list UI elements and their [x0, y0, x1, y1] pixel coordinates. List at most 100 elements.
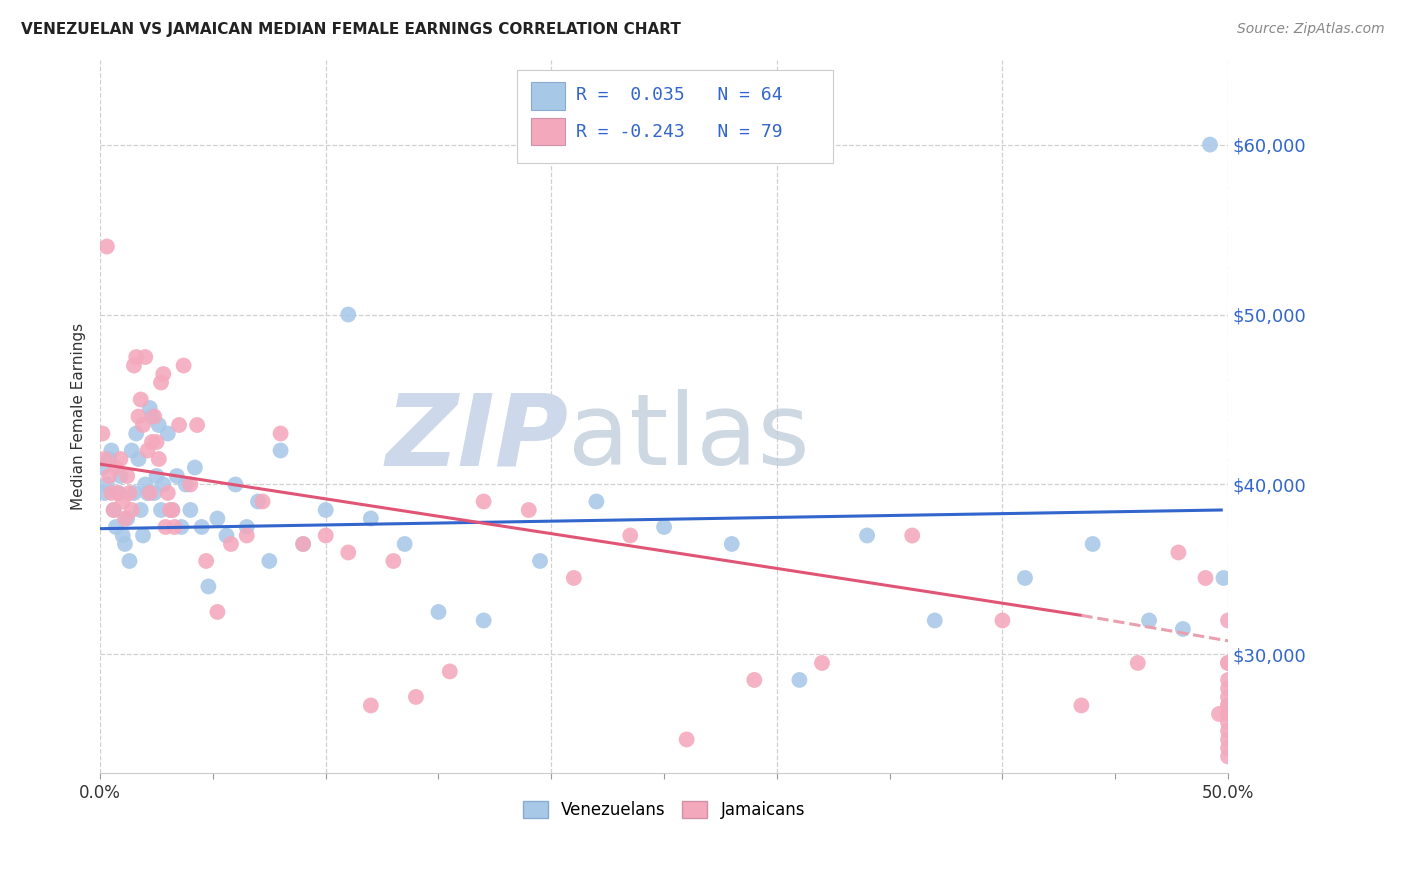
- Point: [115, 469, 138, 483]
- Point: [252, 494, 274, 508]
- Point: [107, 486, 129, 500]
- FancyBboxPatch shape: [531, 118, 565, 145]
- Point: [122, 359, 145, 373]
- Point: [1212, 571, 1234, 585]
- Point: [163, 520, 186, 534]
- Point: [98, 469, 121, 483]
- Point: [167, 417, 190, 432]
- Point: [118, 554, 141, 568]
- Point: [1216, 715, 1239, 730]
- Point: [1216, 673, 1239, 687]
- Point: [141, 435, 163, 450]
- Point: [472, 614, 495, 628]
- Point: [360, 511, 382, 525]
- Point: [152, 367, 174, 381]
- Point: [1216, 681, 1239, 696]
- Point: [103, 503, 125, 517]
- Text: R =  0.035   N = 64: R = 0.035 N = 64: [576, 86, 783, 103]
- Point: [96, 477, 118, 491]
- Point: [173, 359, 195, 373]
- Point: [1081, 537, 1104, 551]
- Point: [121, 443, 143, 458]
- Point: [1216, 706, 1239, 721]
- Text: R = -0.243   N = 79: R = -0.243 N = 79: [576, 123, 783, 141]
- Point: [207, 511, 229, 525]
- Point: [394, 537, 416, 551]
- Point: [139, 401, 162, 415]
- Point: [405, 690, 427, 704]
- Point: [145, 469, 167, 483]
- Point: [134, 350, 156, 364]
- Point: [315, 528, 337, 542]
- Point: [93, 452, 115, 467]
- Point: [360, 698, 382, 713]
- Point: [270, 443, 292, 458]
- Point: [170, 520, 193, 534]
- Point: [856, 528, 879, 542]
- Text: VENEZUELAN VS JAMAICAN MEDIAN FEMALE EARNINGS CORRELATION CHART: VENEZUELAN VS JAMAICAN MEDIAN FEMALE EAR…: [21, 22, 681, 37]
- Point: [270, 426, 292, 441]
- Point: [207, 605, 229, 619]
- Point: [148, 452, 170, 467]
- Point: [174, 477, 197, 491]
- Point: [247, 494, 270, 508]
- Point: [1216, 775, 1239, 789]
- Point: [148, 417, 170, 432]
- Point: [104, 460, 127, 475]
- Point: [1216, 614, 1239, 628]
- Point: [143, 409, 166, 424]
- Point: [179, 477, 201, 491]
- Point: [150, 503, 173, 517]
- Point: [1216, 698, 1239, 713]
- Point: [190, 520, 212, 534]
- Point: [156, 486, 179, 500]
- Text: atlas: atlas: [568, 390, 810, 486]
- Point: [162, 503, 184, 517]
- Point: [155, 520, 177, 534]
- Point: [1216, 698, 1239, 713]
- Point: [1171, 622, 1194, 636]
- Point: [585, 494, 607, 508]
- Point: [562, 571, 585, 585]
- Point: [1208, 706, 1230, 721]
- Point: [129, 503, 152, 517]
- Point: [93, 486, 115, 500]
- Point: [1216, 740, 1239, 755]
- Point: [115, 511, 138, 525]
- Point: [517, 503, 540, 517]
- Legend: Venezuelans, Jamaicans: Venezuelans, Jamaicans: [516, 794, 813, 826]
- Point: [315, 503, 337, 517]
- Point: [91, 460, 114, 475]
- Point: [111, 494, 134, 508]
- Point: [1216, 749, 1239, 764]
- Point: [292, 537, 315, 551]
- Point: [675, 732, 697, 747]
- Point: [129, 392, 152, 407]
- Point: [132, 417, 155, 432]
- Point: [152, 477, 174, 491]
- Point: [382, 554, 405, 568]
- Point: [1216, 732, 1239, 747]
- Point: [134, 477, 156, 491]
- Text: Source: ZipAtlas.com: Source: ZipAtlas.com: [1237, 22, 1385, 37]
- Point: [901, 528, 924, 542]
- Point: [114, 537, 136, 551]
- Point: [259, 554, 281, 568]
- Point: [139, 486, 162, 500]
- Point: [179, 503, 201, 517]
- Point: [224, 477, 246, 491]
- Point: [110, 469, 132, 483]
- Point: [91, 426, 114, 441]
- Point: [236, 528, 259, 542]
- Point: [991, 614, 1014, 628]
- Text: ZIP: ZIP: [385, 390, 568, 486]
- Point: [439, 665, 461, 679]
- Point: [103, 503, 125, 517]
- Point: [1216, 723, 1239, 738]
- Point: [104, 520, 127, 534]
- Point: [111, 528, 134, 542]
- Point: [427, 605, 450, 619]
- Point: [125, 350, 148, 364]
- FancyBboxPatch shape: [517, 70, 834, 163]
- Point: [742, 673, 765, 687]
